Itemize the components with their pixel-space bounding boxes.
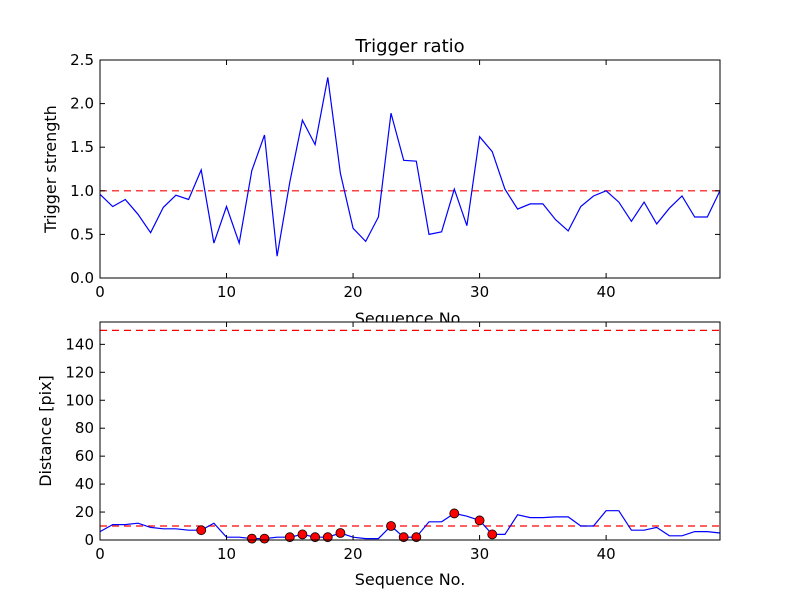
distance-marker-point bbox=[411, 532, 422, 543]
distance-xtick-label: 10 bbox=[217, 545, 236, 563]
trigger-plot-background bbox=[100, 60, 720, 278]
distance-marker-point bbox=[449, 508, 460, 519]
distance-marker-point bbox=[386, 521, 396, 531]
trigger-xtick-label: 40 bbox=[597, 283, 616, 301]
trigger-xtick-label: 0 bbox=[95, 283, 105, 301]
trigger-ytick-label: 0.5 bbox=[70, 225, 94, 243]
distance-marker-point bbox=[487, 529, 498, 540]
distance-plot-background bbox=[100, 322, 720, 540]
trigger-xtick-label: 10 bbox=[217, 283, 236, 301]
distance-marker-point bbox=[196, 525, 207, 536]
distance-marker-point bbox=[246, 533, 257, 544]
trigger-plot-frame bbox=[99, 59, 721, 279]
trigger-ytick-label: 2.5 bbox=[70, 51, 94, 69]
distance-ytick-label: 100 bbox=[65, 391, 94, 409]
distance-xtick-label: 40 bbox=[597, 545, 616, 563]
trigger-ytick-label: 1.5 bbox=[70, 138, 94, 156]
distance-plot-xlabel: Sequence No. bbox=[355, 570, 466, 589]
trigger-ytick-label: 2.0 bbox=[70, 95, 94, 113]
trigger-ytick-label: 0.0 bbox=[70, 269, 94, 287]
trigger-xtick-label: 30 bbox=[470, 283, 489, 301]
distance-ytick-label: 80 bbox=[75, 419, 94, 437]
distance-ytick-label: 0 bbox=[84, 531, 94, 549]
distance-ytick-label: 140 bbox=[65, 335, 94, 353]
distance-ytick-label: 60 bbox=[75, 447, 94, 465]
trigger-plot-marks bbox=[99, 77, 721, 257]
trigger-ratio-plot: 0 10 20 30 40 0.0 0.5 1.0 1.5 2.0 2.5 Trigger rati… bbox=[41, 36, 721, 328]
distance-plot-ticks: 0 10 20 30 40 0 20 40 60 80 100 120 140 bbox=[65, 322, 720, 563]
distance-marker-point bbox=[310, 532, 321, 543]
distance-plot-ylabel: Distance [pix] bbox=[36, 375, 55, 487]
distance-ytick-label: 20 bbox=[75, 503, 94, 521]
distance-plot-frame bbox=[99, 321, 721, 541]
distance-marker-point bbox=[297, 529, 308, 540]
distance-ytick-label: 120 bbox=[65, 363, 94, 381]
trigger-plot-ylabel: Trigger strength bbox=[41, 105, 60, 234]
trigger-plot-title: Trigger ratio bbox=[354, 36, 464, 57]
distance-marker-point bbox=[474, 515, 485, 526]
trigger-xtick-label: 20 bbox=[344, 283, 363, 301]
distance-marker-point bbox=[322, 532, 333, 543]
trigger-ytick-label: 1.0 bbox=[70, 182, 94, 200]
distance-marker-point bbox=[335, 528, 346, 538]
distance-marker-point bbox=[284, 532, 295, 543]
distance-marker-point bbox=[398, 532, 409, 543]
distance-marker-point bbox=[259, 533, 270, 544]
distance-xtick-label: 30 bbox=[470, 545, 489, 563]
trigger-series-line bbox=[99, 77, 721, 257]
distance-xtick-label: 20 bbox=[344, 545, 363, 563]
trigger-plot-ticks: 0 10 20 30 40 0.0 0.5 1.0 1.5 2.0 2.5 bbox=[70, 51, 720, 301]
distance-ytick-label: 40 bbox=[75, 475, 94, 493]
distance-plot-marks bbox=[99, 329, 721, 544]
distance-xtick-label: 0 bbox=[95, 545, 105, 563]
distance-plot: 0 10 20 30 40 0 20 40 60 80 100 120 140 Sequence No.… bbox=[36, 321, 721, 589]
